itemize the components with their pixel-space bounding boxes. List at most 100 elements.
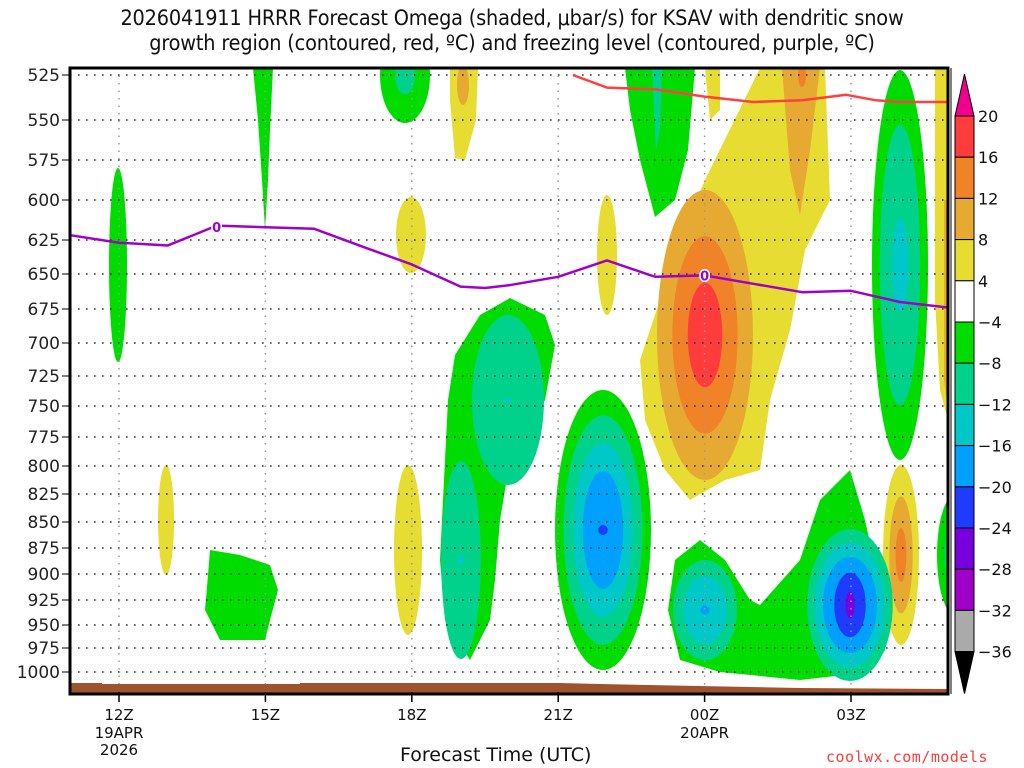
y-tick-label: 775 — [28, 428, 60, 448]
colorbar-bin — [954, 486, 975, 529]
y-tick-label: 575 — [28, 151, 60, 171]
colorbar: 20 16 12 8 4 −4 −8 −12 −16 −20 −24 −28 −32 −36 — [950, 68, 1012, 694]
y-tick-label: 900 — [28, 565, 60, 585]
colorbar-label: −4 — [978, 313, 1002, 332]
ascent-core-00z — [673, 560, 737, 660]
y-tick-label: 650 — [28, 265, 60, 285]
omega-shading — [109, 68, 948, 681]
colorbar-label: 4 — [978, 272, 988, 291]
ascent-core-20z-upper — [472, 315, 544, 485]
colorbar-label: 12 — [978, 189, 998, 208]
ascent-area-04z-upper-level-2 — [891, 218, 909, 312]
x-tick-label-03Z: 03Z — [836, 706, 865, 724]
colorbar-bin — [954, 156, 975, 199]
colorbar-label: −12 — [978, 395, 1012, 414]
ascent-core-20z-upper-level-1 — [503, 397, 513, 403]
y-tick-label: 1000 — [17, 663, 60, 683]
chart-title-line-2: growth region (contoured, red, ºC) and f… — [149, 31, 875, 55]
x-tick-sublabel: 19APR — [95, 724, 144, 742]
ascent-area-23z — [625, 68, 695, 217]
descent-area-2130z — [597, 195, 617, 315]
descent-area-19z-top-core — [457, 68, 469, 105]
y-tick-label: 600 — [28, 191, 60, 211]
descent-area-18z-low — [394, 465, 422, 635]
colorbar-label: 8 — [978, 231, 988, 250]
descent-area-13z — [158, 465, 174, 575]
colorbar-label: −28 — [978, 560, 1012, 579]
colorbar-bin — [954, 280, 975, 323]
descent-area-18z-mid — [396, 197, 426, 273]
colorbar-bin — [954, 609, 975, 653]
ascent-area-18z-top-level-0 — [380, 68, 430, 123]
y-tick-label: 950 — [28, 616, 60, 636]
y-tick-label: 550 — [28, 111, 60, 131]
freezing-level-label: 0 — [700, 269, 709, 284]
x-tick-label-21Z: 21Z — [544, 706, 573, 724]
terrain-surface — [70, 683, 948, 694]
x-tick-sublabel: 20APR — [680, 724, 729, 742]
y-tick-label: 750 — [28, 397, 60, 417]
colorbar-bin — [954, 115, 975, 158]
ascent-max-22z-level-4 — [598, 525, 608, 535]
ascent-area-12z — [109, 168, 127, 362]
ascent-area-1430z — [205, 550, 278, 640]
x-tick-label-18Z: 18Z — [397, 706, 426, 724]
colorbar-bin — [954, 239, 975, 282]
dendritic-growth-line — [572, 73, 948, 104]
x-tick-label-15Z: 15Z — [251, 706, 280, 724]
colorbar-label: −24 — [978, 519, 1012, 538]
ascent-max-03z-level-4 — [845, 591, 855, 619]
x-tick-label-00Z: 00Z — [690, 706, 719, 724]
chart-title: 2026041911 HRRR Forecast Omega (shaded, … — [41, 6, 983, 56]
colorbar-label: −32 — [978, 601, 1012, 620]
freezing-level-line — [70, 224, 948, 309]
y-tick-label: 675 — [28, 300, 60, 320]
colorbar-label: 16 — [978, 148, 998, 167]
colorbar-label: −36 — [978, 643, 1012, 662]
descent-area-0330z-level-2 — [895, 528, 907, 582]
colorbar-over-arrow — [954, 73, 975, 117]
descent-plume-00z-top — [705, 68, 720, 120]
plot-frame — [68, 66, 950, 696]
contour-lines: 00 — [70, 73, 948, 309]
ascent-core-19z-lower — [441, 461, 481, 659]
ascent-area-18z-top — [380, 68, 430, 123]
y-axis: 525 550 575 600 625 650 675 700 725 750 775 800 825 8… — [17, 66, 70, 683]
ascent-core-00z-level-2 — [700, 605, 710, 615]
y-tick-label: 975 — [28, 639, 60, 659]
freezing-level-label: 0 — [212, 221, 221, 236]
y-tick-label: 625 — [28, 231, 60, 251]
colorbar-bin — [954, 321, 975, 364]
descent-max-00z — [657, 190, 753, 480]
colorbar-under-arrow — [954, 651, 975, 694]
descent-area-19z-top — [450, 68, 478, 160]
y-tick-label: 700 — [28, 334, 60, 354]
ascent-area-18z-top-level-1 — [395, 68, 415, 95]
y-tick-label: 850 — [28, 513, 60, 533]
colorbar-bin — [954, 197, 975, 241]
ascent-area-15z — [253, 68, 273, 230]
credit-link[interactable]: coolwx.com/models — [826, 748, 989, 766]
y-tick-label: 725 — [28, 367, 60, 387]
colorbar-label: −20 — [978, 478, 1012, 497]
x-tick-label-12Z: 12Z — [104, 706, 133, 724]
y-tick-label: 925 — [28, 591, 60, 611]
ascent-core-19z-lower-level-1 — [457, 555, 465, 565]
x-tick-sublabel: 2026 — [100, 741, 138, 759]
ascent-max-03z — [807, 529, 893, 681]
colorbar-label: −8 — [978, 354, 1002, 373]
y-tick-label: 825 — [28, 485, 60, 505]
x-axis-title: Forecast Time (UTC) — [400, 744, 592, 766]
terrain — [70, 683, 948, 694]
colorbar-label: −16 — [978, 437, 1012, 456]
descent-max-00z-level-2 — [687, 282, 723, 388]
colorbar-bin — [954, 403, 975, 447]
chart-title-line-1: 2026041911 HRRR Forecast Omega (shaded, … — [120, 6, 904, 30]
colorbar-bin — [954, 445, 975, 488]
colorbar-bin — [954, 362, 975, 405]
y-tick-label: 875 — [28, 539, 60, 559]
descent-area-02z-max — [798, 68, 806, 87]
colorbar-bin — [954, 527, 975, 570]
